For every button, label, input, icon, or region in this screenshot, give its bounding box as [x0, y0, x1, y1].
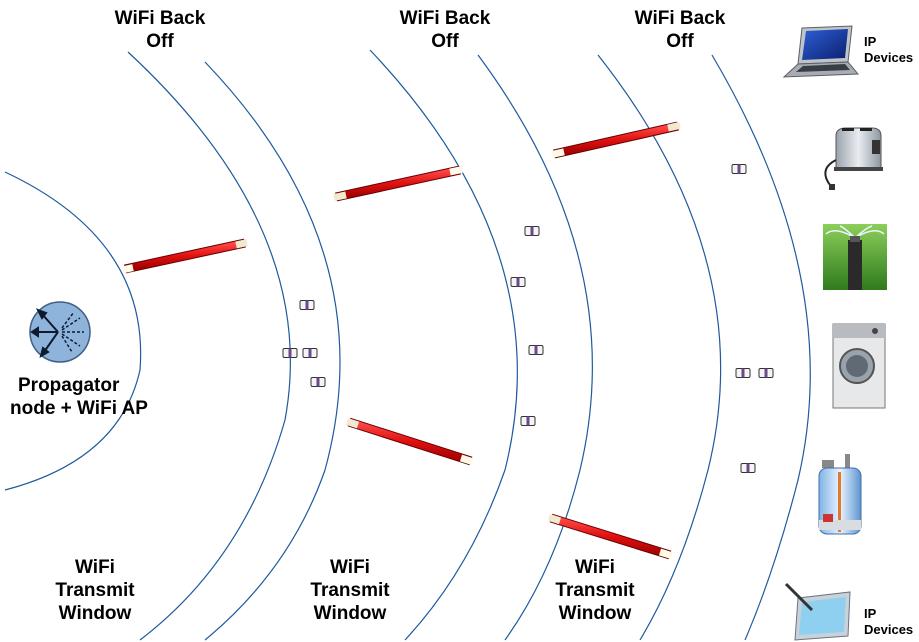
sprinkler-icon [823, 224, 887, 290]
propagator-node-icon [29, 301, 91, 363]
laptop-icon [782, 25, 860, 78]
ip-devices-label-bottom: IP Devices [864, 606, 914, 637]
arc-2 [204, 61, 341, 641]
transmission-rod [551, 121, 681, 159]
arc-5 [597, 54, 722, 641]
packet [758, 368, 774, 378]
packet [299, 300, 315, 310]
transmission-rod [547, 513, 674, 560]
transmission-rod [345, 417, 475, 466]
packet [731, 164, 747, 174]
packet [310, 377, 326, 387]
tablet-icon [784, 582, 851, 641]
arc-4 [477, 54, 593, 641]
packet [528, 345, 544, 355]
arc-inner [4, 171, 142, 491]
arc-6 [711, 54, 811, 641]
packet [510, 277, 526, 287]
washing-machine-icon [832, 323, 886, 409]
wave-arcs [4, 49, 811, 641]
transmit-label-1: WiFi Transmit Window [55, 557, 135, 624]
ip-devices-label-top: IP Devices [864, 34, 914, 65]
packet [520, 416, 536, 426]
backoff-label-3: WiFi Back Off [634, 8, 726, 52]
toaster-icon [824, 127, 883, 190]
propagator-node-label: Propagator node + WiFi AP [10, 375, 148, 419]
packet [302, 348, 318, 358]
backoff-label-2: WiFi Back Off [399, 8, 491, 52]
water-heater-icon [818, 454, 862, 535]
packet [524, 226, 540, 236]
packet [740, 463, 756, 473]
packet [282, 348, 298, 358]
arc-1 [127, 51, 291, 641]
packet [735, 368, 751, 378]
transmit-label-3: WiFi Transmit Window [555, 557, 635, 624]
transmissions [121, 121, 681, 560]
backoff-label-1: WiFi Back Off [114, 8, 206, 52]
transmission-rod [121, 238, 248, 274]
transmission-rod [333, 165, 463, 202]
arc-3 [369, 49, 518, 641]
transmit-label-2: WiFi Transmit Window [310, 557, 390, 624]
